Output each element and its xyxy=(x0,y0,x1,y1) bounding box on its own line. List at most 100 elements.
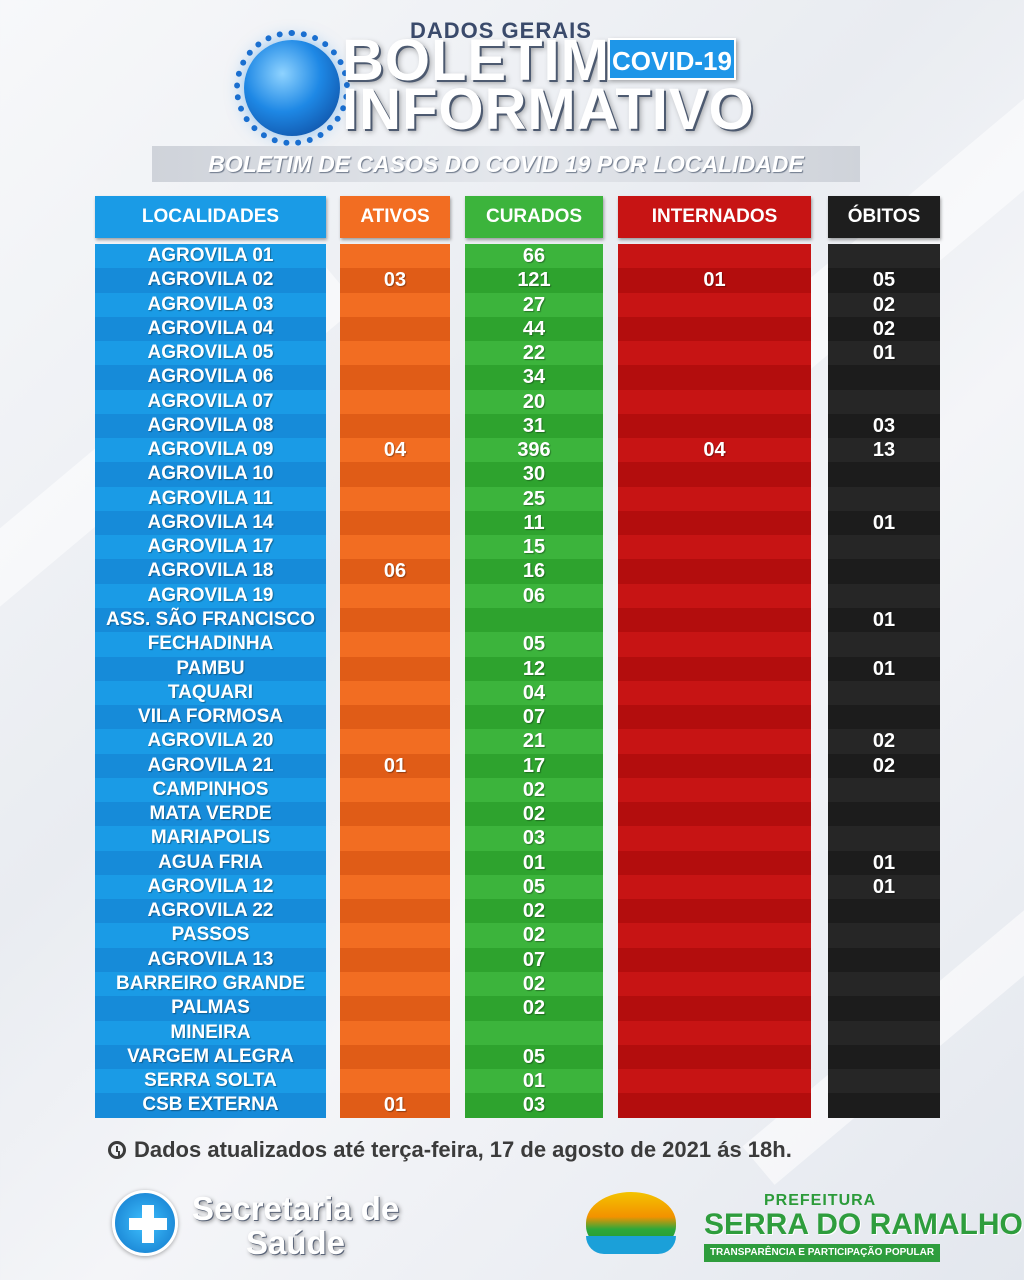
column-localidades: AGROVILA 01 AGROVILA 02 AGROVILA 03 AGROVIL… xyxy=(95,244,326,1118)
localidade-cell: AGROVILA 11 xyxy=(95,486,326,511)
curados-cell: 11 xyxy=(465,510,603,536)
curados-cell: 02 xyxy=(465,971,603,997)
obitos-cell xyxy=(828,971,940,997)
internados-cell xyxy=(618,292,811,317)
localidade-cell: AGROVILA 08 xyxy=(95,413,326,439)
curados-cell: 02 xyxy=(465,923,603,948)
internados-cell xyxy=(618,656,811,681)
internados-cell xyxy=(618,389,811,414)
ativos-cell xyxy=(340,1020,450,1045)
obitos-cell: 13 xyxy=(828,438,940,463)
localidade-cell: AGROVILA 13 xyxy=(95,947,326,972)
ativos-cell xyxy=(340,1044,450,1070)
column-ativos: 03 04 06 01 01 xyxy=(340,244,450,1118)
covid-badge: COVID-19 xyxy=(608,38,736,80)
localidade-cell: VILA FORMOSA xyxy=(95,705,326,730)
obitos-cell xyxy=(828,559,940,584)
clock-icon xyxy=(108,1141,126,1159)
internados-cell xyxy=(618,510,811,536)
obitos-cell: 02 xyxy=(828,316,940,342)
internados-cell xyxy=(618,971,811,997)
localidade-cell: BARREIRO GRANDE xyxy=(95,971,326,997)
internados-cell xyxy=(618,996,811,1021)
localidade-cell: VARGEM ALEGRA xyxy=(95,1044,326,1070)
localidade-cell: AGROVILA 04 xyxy=(95,316,326,342)
localidade-cell: AGROVILA 06 xyxy=(95,365,326,390)
obitos-cell: 01 xyxy=(828,656,940,681)
localidade-cell: AGROVILA 07 xyxy=(95,389,326,414)
ativos-cell: 01 xyxy=(340,1093,450,1118)
localidade-cell: AGROVILA 12 xyxy=(95,874,326,900)
ativos-cell xyxy=(340,923,450,948)
secretaria-logo xyxy=(106,1186,186,1260)
ativos-cell xyxy=(340,1069,450,1094)
ativos-cell xyxy=(340,802,450,827)
internados-cell xyxy=(618,680,811,706)
obitos-cell xyxy=(828,462,940,487)
curados-cell: 03 xyxy=(465,826,603,851)
ativos-cell xyxy=(340,365,450,390)
obitos-cell xyxy=(828,705,940,730)
curados-cell: 07 xyxy=(465,705,603,730)
internados-cell xyxy=(618,874,811,900)
ativos-cell xyxy=(340,510,450,536)
internados-cell xyxy=(618,826,811,851)
curados-cell: 05 xyxy=(465,874,603,900)
column-curados: 66 121 27 44 22 34 20 31 396 30 25 11 15 16 06 05 12 04 07… xyxy=(465,244,603,1118)
ativos-cell xyxy=(340,777,450,803)
obitos-cell xyxy=(828,365,940,390)
obitos-cell: 01 xyxy=(828,850,940,875)
curados-cell xyxy=(465,1020,603,1045)
internados-cell xyxy=(618,753,811,778)
curados-cell: 121 xyxy=(465,268,603,293)
update-text: Dados atualizados até terça-feira, 17 de… xyxy=(134,1137,792,1162)
localidade-cell: AGROVILA 10 xyxy=(95,462,326,487)
localidade-cell: PASSOS xyxy=(95,923,326,948)
title-line-2: INFORMATIVO xyxy=(342,77,755,142)
obitos-cell: 01 xyxy=(828,874,940,900)
curados-cell: 20 xyxy=(465,389,603,414)
localidade-cell: AGROVILA 18 xyxy=(95,559,326,584)
internados-cell xyxy=(618,559,811,584)
prefeitura-label: PREFEITURA xyxy=(764,1192,877,1209)
ativos-cell xyxy=(340,874,450,900)
curados-cell: 04 xyxy=(465,680,603,706)
curados-cell: 05 xyxy=(465,1044,603,1070)
ativos-cell xyxy=(340,656,450,681)
obitos-cell xyxy=(828,1093,940,1118)
subtitle-bar: BOLETIM DE CASOS DO COVID 19 POR LOCALID… xyxy=(152,146,860,182)
internados-cell xyxy=(618,1020,811,1045)
ativos-cell xyxy=(340,535,450,560)
title-line-1: BOLETIM xyxy=(342,28,610,93)
header: DADOS GERAIS BOLETIM INFORMATIVO COVID-1… xyxy=(0,0,1024,146)
internados-cell xyxy=(618,413,811,439)
secretaria-line-1: Secretaria de xyxy=(192,1190,400,1227)
ativos-cell xyxy=(340,947,450,972)
ativos-cell xyxy=(340,462,450,487)
localidade-cell: MINEIRA xyxy=(95,1020,326,1045)
ativos-cell xyxy=(340,244,450,269)
internados-cell: 04 xyxy=(618,438,811,463)
ativos-cell: 06 xyxy=(340,559,450,584)
localidade-cell: MATA VERDE xyxy=(95,802,326,827)
header-obitos: ÓBITOS xyxy=(828,196,940,238)
curados-cell: 12 xyxy=(465,656,603,681)
internados-cell xyxy=(618,1069,811,1094)
curados-cell: 03 xyxy=(465,1093,603,1118)
internados-cell: 01 xyxy=(618,268,811,293)
localidade-cell: AGROVILA 05 xyxy=(95,341,326,366)
internados-cell xyxy=(618,850,811,875)
localidade-cell: PALMAS xyxy=(95,996,326,1021)
ativos-cell xyxy=(340,899,450,924)
obitos-cell xyxy=(828,486,940,511)
curados-cell: 16 xyxy=(465,559,603,584)
header-ativos: ATIVOS xyxy=(340,196,450,238)
internados-cell xyxy=(618,462,811,487)
curados-cell: 66 xyxy=(465,244,603,269)
curados-cell: 22 xyxy=(465,341,603,366)
curados-cell: 44 xyxy=(465,316,603,342)
ativos-cell xyxy=(340,316,450,342)
internados-cell xyxy=(618,583,811,608)
internados-cell xyxy=(618,535,811,560)
internados-cell xyxy=(618,244,811,269)
